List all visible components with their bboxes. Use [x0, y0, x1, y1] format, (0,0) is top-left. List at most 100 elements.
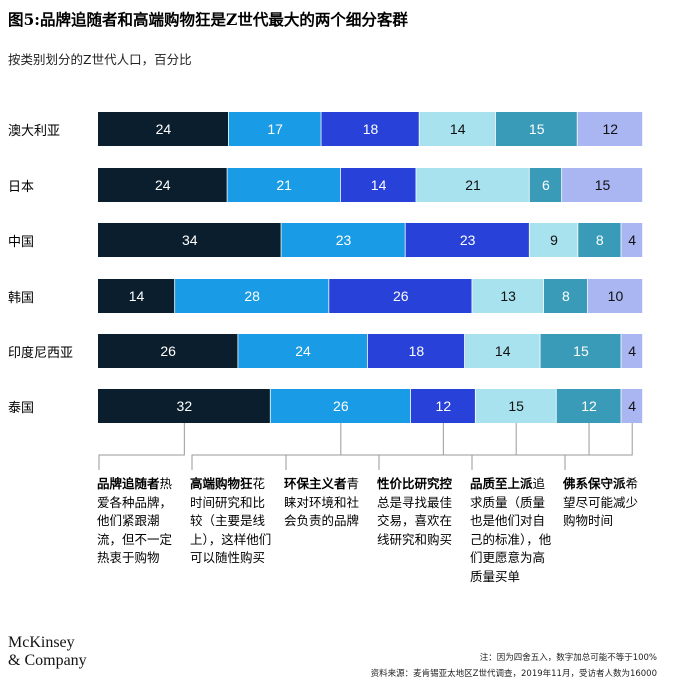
data-label: 13 [500, 288, 516, 304]
bar-segment [475, 389, 556, 423]
data-label: 34 [182, 232, 198, 248]
legend-connector [471, 423, 590, 470]
bar-segment [410, 389, 475, 423]
legend-connector [285, 423, 444, 470]
category-label: 韩国 [8, 291, 35, 306]
chart-subtitle: 按类别划分的Z世代人口，百分比 [8, 52, 192, 67]
data-label: 8 [596, 232, 604, 248]
bar-segment [175, 279, 329, 313]
segment-name: 佛系保守派 [563, 476, 626, 491]
chart-title: 图5:品牌追随者和高端购物狂是Z世代最大的两个细分客群 [8, 10, 408, 29]
data-label: 14 [495, 343, 511, 359]
bar-segment [621, 389, 643, 423]
data-label: 4 [628, 343, 636, 359]
logo-line-2: & Company [8, 652, 87, 669]
data-label: 9 [550, 232, 558, 248]
bar-segment [540, 334, 621, 368]
segment-text: 青睐对环境和社会负责的品牌 [284, 476, 360, 529]
data-label: 18 [409, 343, 425, 359]
data-label: 4 [628, 232, 636, 248]
legend-connector [98, 423, 185, 470]
data-label: 14 [371, 177, 387, 193]
data-label: 21 [276, 177, 292, 193]
data-label: 28 [244, 288, 260, 304]
bar-segment [98, 223, 281, 257]
bar-segment [621, 223, 643, 257]
bar-segment [98, 112, 228, 146]
data-label: 24 [156, 121, 172, 137]
segment-text: 花时间研究和比较（主要是线上），这样他们可以随性购买 [190, 476, 272, 566]
category-label: 澳大利亚 [8, 124, 61, 139]
data-label: 26 [333, 398, 349, 414]
segment-name: 环保主义者 [284, 476, 347, 491]
bar-segment [464, 334, 540, 368]
segment-name: 品牌追随者 [97, 476, 160, 491]
bar-segment [98, 389, 270, 423]
legend-connector [378, 423, 517, 470]
data-label: 15 [595, 177, 611, 193]
bar-segment [529, 223, 578, 257]
bar-segment [98, 279, 175, 313]
bar-segment [556, 389, 621, 423]
bar-segment [405, 223, 529, 257]
bar-segment [98, 168, 227, 202]
data-label: 14 [450, 121, 466, 137]
segment-description: 佛系保守派希望尽可能减少购物时间 [563, 475, 645, 531]
bar-segment [419, 112, 496, 146]
data-label: 12 [581, 398, 597, 414]
bar-segment [587, 279, 643, 313]
category-label: 泰国 [8, 401, 35, 416]
segment-name: 品质至上派 [470, 476, 533, 491]
bar-segment [340, 168, 416, 202]
segment-text: 追求质量（质量也是他们对自己的标准），他们更愿意为高质量买单 [470, 476, 552, 584]
data-label: 18 [363, 121, 379, 137]
segment-text: 总是寻找最佳交易，喜欢在线研究和购买 [377, 494, 453, 547]
category-label: 日本 [8, 180, 35, 195]
bar-segment [562, 168, 643, 202]
data-label: 24 [295, 343, 311, 359]
data-label: 26 [393, 288, 409, 304]
data-label: 23 [460, 232, 476, 248]
rounding-note: 注：因为四舍五入，数字加总可能不等于100% [479, 653, 657, 663]
segment-text: 希望尽可能减少购物时间 [563, 476, 639, 529]
bar-segment [577, 112, 643, 146]
data-label: 21 [465, 177, 481, 193]
bar-segment [495, 112, 577, 146]
legend-connector [564, 423, 633, 470]
bar-segment [228, 112, 321, 146]
data-label: 8 [562, 288, 570, 304]
data-label: 32 [177, 398, 193, 414]
data-label: 14 [129, 288, 145, 304]
bar-segment [270, 389, 411, 423]
data-label: 26 [160, 343, 176, 359]
data-label: 10 [608, 288, 624, 304]
bar-segment [578, 223, 621, 257]
legend-connector [191, 423, 342, 470]
data-label: 17 [267, 121, 283, 137]
segment-name: 高端购物狂 [190, 476, 253, 491]
data-label: 12 [436, 398, 452, 414]
data-label: 24 [155, 177, 171, 193]
data-label: 12 [603, 121, 619, 137]
segment-description: 高端购物狂花时间研究和比较（主要是线上），这样他们可以随性购买 [190, 475, 276, 568]
bar-segment [416, 168, 529, 202]
segment-description: 品牌追随者热爱各种品牌，他们紧跟潮流，但不一定热衷于购物 [97, 475, 183, 568]
segment-description: 品质至上派追求质量（质量也是他们对自己的标准），他们更愿意为高质量买单 [470, 475, 556, 587]
data-label: 6 [542, 177, 550, 193]
bar-segment [367, 334, 465, 368]
bar-segment [281, 223, 405, 257]
bar-segment [472, 279, 544, 313]
data-label: 15 [573, 343, 589, 359]
bar-segment [543, 279, 588, 313]
data-label: 4 [628, 398, 636, 414]
category-label: 印度尼西亚 [8, 346, 74, 361]
source-note: 资料来源：麦肯锡亚太地区Z世代调查，2019年11月，受访者人数为16000 [370, 669, 657, 679]
data-label: 23 [336, 232, 352, 248]
data-label: 15 [529, 121, 545, 137]
category-label: 中国 [8, 235, 35, 250]
segment-text: 热爱各种品牌，他们紧跟潮流，但不一定热衷于购物 [97, 476, 173, 566]
logo-line-1: McKinsey [8, 634, 75, 651]
segment-description: 性价比研究控总是寻找最佳交易，喜欢在线研究和购买 [377, 475, 463, 549]
bar-segment [329, 279, 472, 313]
